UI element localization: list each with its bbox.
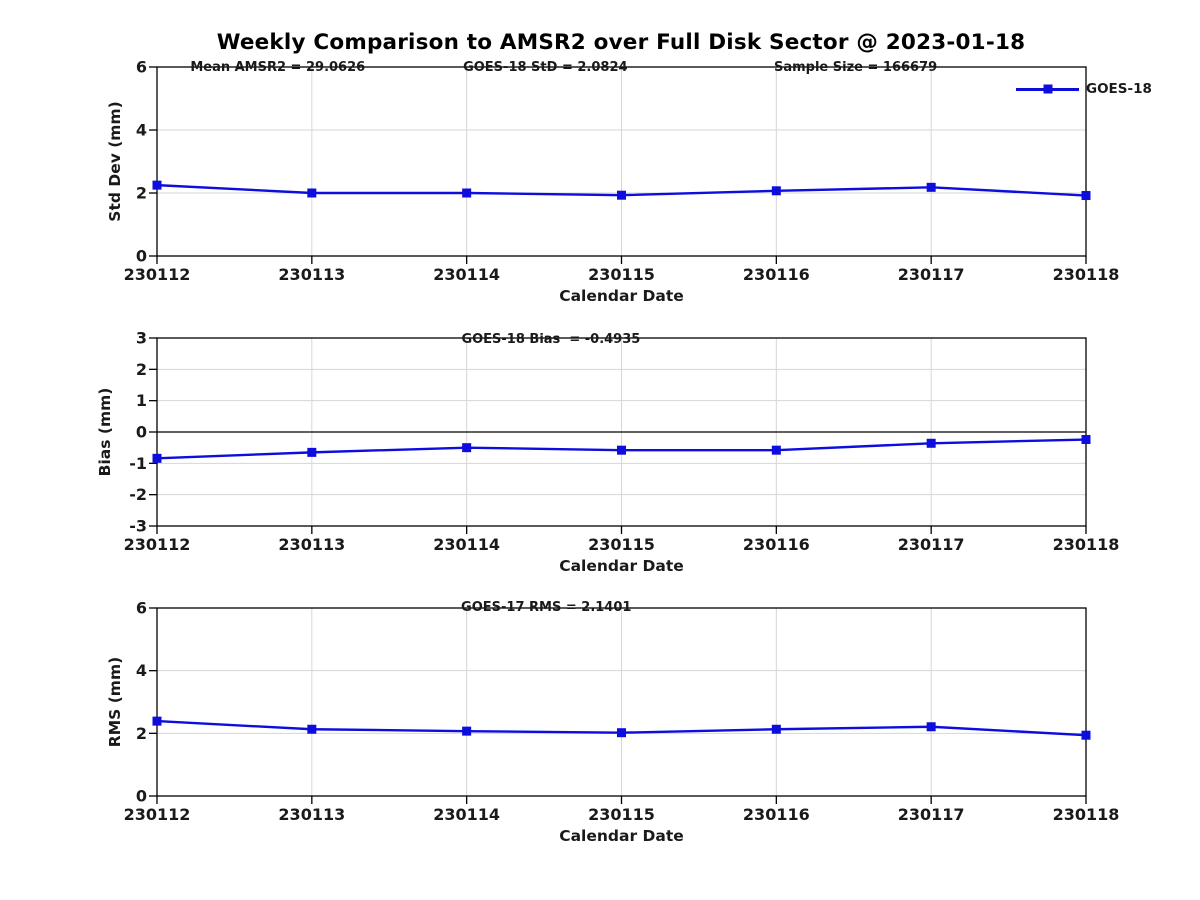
data-point <box>617 190 626 200</box>
x-axis-label: Calendar Date <box>559 557 684 575</box>
x-tick-label: 230112 <box>124 535 191 554</box>
y-tick-label: 2 <box>136 184 147 203</box>
x-tick-label: 230114 <box>433 265 500 284</box>
legend-square-marker-icon <box>1043 84 1052 94</box>
x-tick-label: 230114 <box>433 535 500 554</box>
y-tick-label: 6 <box>136 58 147 77</box>
data-point <box>1081 191 1091 201</box>
y-axis-label: RMS (mm) <box>106 657 124 747</box>
y-tick-label: -3 <box>129 517 147 536</box>
stat-annotation: Mean AMSR2 = 29.0626 <box>190 60 365 75</box>
x-tick-label: 230117 <box>898 265 965 284</box>
data-point <box>617 445 626 455</box>
x-tick-label: 230116 <box>743 805 810 824</box>
x-tick-label: 230112 <box>124 805 191 824</box>
data-point <box>771 445 781 455</box>
subplot-bias: 230112 230113 230114 230115 230116 230117 2301… <box>96 329 1119 576</box>
x-tick-label: 230115 <box>588 805 655 824</box>
data-point <box>771 186 781 196</box>
y-tick-label: 0 <box>136 423 147 442</box>
x-tick-label: 230115 <box>588 265 655 284</box>
data-point <box>462 726 472 736</box>
x-tick-label: 230115 <box>588 535 655 554</box>
data-point <box>926 182 936 192</box>
legend: GOES-18 <box>1016 81 1152 97</box>
y-axis-label: Std Dev (mm) <box>106 101 124 221</box>
data-point <box>462 188 472 198</box>
y-tick-label: 4 <box>136 661 147 680</box>
data-point <box>152 453 162 463</box>
y-tick-label: 0 <box>136 247 147 266</box>
x-tick-label: 230118 <box>1053 535 1120 554</box>
y-tick-label: 2 <box>136 360 147 379</box>
y-tick-label: 3 <box>136 329 147 348</box>
data-point <box>307 188 317 198</box>
x-tick-label: 230117 <box>898 535 965 554</box>
x-tick-label: 230113 <box>278 535 345 554</box>
x-tick-label: 230114 <box>433 805 500 824</box>
y-tick-label: 1 <box>136 391 147 410</box>
data-point <box>926 722 936 732</box>
stat-annotation: GOES-18 StD = 2.0824 <box>463 60 627 75</box>
stat-annotation: Sample Size = 166679 <box>774 60 937 75</box>
data-point <box>771 724 781 734</box>
data-point <box>307 724 317 734</box>
data-point <box>1081 435 1091 445</box>
x-axis-label: Calendar Date <box>559 827 684 845</box>
x-tick-label: 230117 <box>898 805 965 824</box>
data-point <box>152 180 162 190</box>
x-tick-label: 230113 <box>278 265 345 284</box>
x-tick-label: 230112 <box>124 265 191 284</box>
x-tick-label: 230118 <box>1053 805 1120 824</box>
x-tick-label: 230116 <box>743 265 810 284</box>
y-tick-label: 4 <box>136 121 147 140</box>
data-point <box>617 728 626 738</box>
x-tick-label: 230113 <box>278 805 345 824</box>
subplot-rms: 230112 230113 230114 230115 230116 230117 2301… <box>106 599 1119 846</box>
stat-annotation: GOES-17 RMS = 2.1401 <box>461 600 631 615</box>
data-point <box>926 438 936 448</box>
x-axis-label: Calendar Date <box>559 287 684 305</box>
data-point <box>1081 730 1091 740</box>
y-tick-label: -1 <box>129 454 147 473</box>
figure-title: Weekly Comparison to AMSR2 over Full Dis… <box>216 30 1026 55</box>
data-point <box>462 443 472 453</box>
subplot-std-dev: 230112 230113 230114 230115 230116 230117 2301… <box>106 58 1119 306</box>
data-point <box>307 447 317 457</box>
y-tick-label: 0 <box>136 787 147 806</box>
data-point <box>152 716 162 726</box>
legend-label: GOES-18 <box>1086 81 1152 97</box>
x-tick-label: 230116 <box>743 535 810 554</box>
x-tick-label: 230118 <box>1053 265 1120 284</box>
legend-line-sample <box>1016 84 1079 94</box>
y-axis-label: Bias (mm) <box>96 388 114 477</box>
y-tick-label: 2 <box>136 724 147 743</box>
y-tick-label: -2 <box>129 485 147 504</box>
y-tick-label: 6 <box>136 599 147 618</box>
stat-annotation: GOES-18 Bias = -0.4935 <box>461 332 640 347</box>
